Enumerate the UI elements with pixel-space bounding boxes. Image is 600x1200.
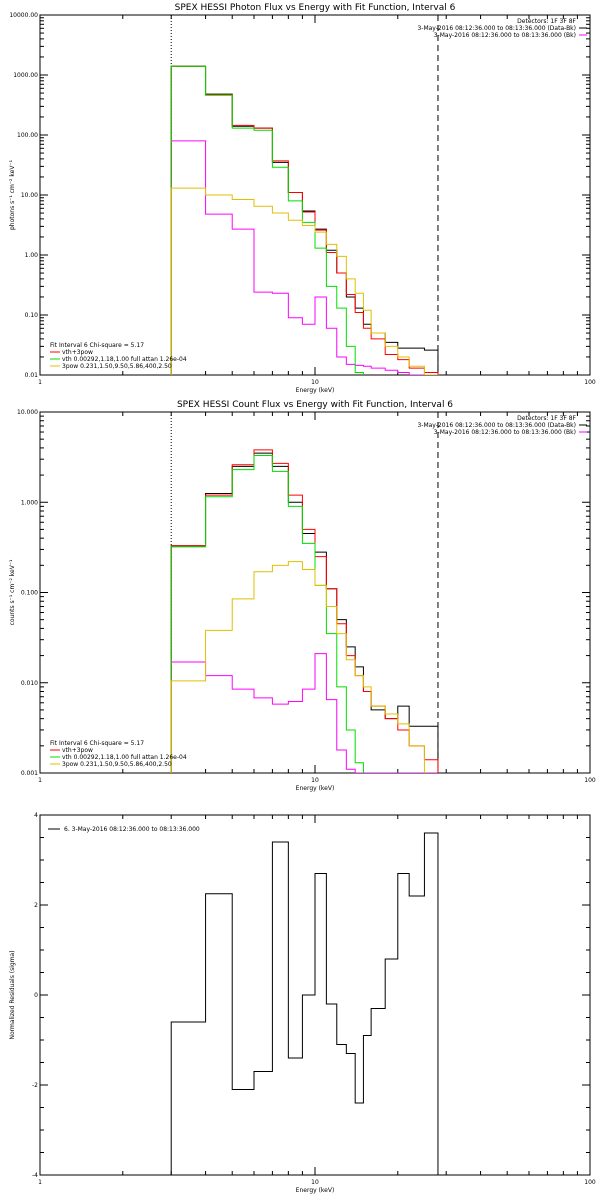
x-tick-label: 1 (38, 777, 42, 784)
chart-title: SPEX HESSI Photon Flux vs Energy with Fi… (175, 3, 456, 13)
x-axis-label: Energy (keV) (296, 387, 335, 394)
legend-top-right-entry: 3-May-2016 08:12:36.000 to 08:13:36.000 … (417, 25, 576, 32)
legend-bottom-left-entry: Fit Interval 6 Chi-square = 5.17 (50, 740, 144, 747)
series-line-1 (170, 452, 439, 773)
series-line-3 (170, 65, 439, 375)
legend-bottom-left-entry: vth+3pow (62, 747, 93, 754)
chart-panel-3: 1 10 100 -4 -2 0 2 4 Energy (keV) Normalized Resi… (9, 812, 596, 1194)
series-line-5 (170, 561, 425, 773)
legend-bottom-left-entry: vth 0.00292,1.18,1.00 full attan 1.26e-0… (62, 754, 187, 761)
x-tick-label: 100 (584, 1179, 596, 1186)
legend-top-right-entry: Detectors: 1F 3F 8F (517, 415, 576, 422)
x-tick-label: 1 (38, 1179, 42, 1186)
x-axis-label: Energy (keV) (296, 785, 335, 792)
x-tick-label: 10 (311, 379, 319, 386)
legend-top-left-entry: 6. 3-May-2016 08:12:36.000 to 08:13:36.0… (64, 826, 200, 833)
x-tick-label: 10 (311, 777, 319, 784)
y-tick-label: 10.00 (21, 192, 38, 199)
y-tick-label: 0.01 (25, 372, 39, 379)
legend-bottom-left-entry: vth+3pow (62, 349, 93, 356)
y-tick-label: 0.010 (21, 680, 38, 687)
y-tick-label: -2 (32, 1082, 38, 1089)
legend-top-right-entry: 3-May-2016 08:12:36.000 to 08:13:36.000 … (434, 32, 576, 39)
plot-frame (39, 411, 591, 774)
y-tick-label: 2 (34, 902, 38, 909)
series-line-3 (170, 449, 439, 773)
chart-title: SPEX HESSI Count Flux vs Energy with Fit… (177, 400, 453, 410)
y-tick-label: 10.000 (17, 409, 38, 416)
series-line-4 (170, 454, 364, 773)
series-line-1 (170, 832, 439, 1175)
legend-bottom-left-entry: 3pow 0.231,1.50,9.50,5.86,400,2.50 (62, 363, 172, 370)
y-tick-label: 0.10 (25, 312, 39, 319)
y-tick-label: 1.00 (25, 252, 39, 259)
legend-top-right-entry: 3-May-2016 08:12:36.000 to 08:13:36.000 … (434, 429, 576, 436)
y-tick-label: 0.100 (21, 590, 38, 597)
x-tick-label: 100 (584, 777, 596, 784)
series-line-5 (170, 187, 439, 375)
y-tick-label: 0 (34, 992, 38, 999)
legend-top-right-entry: 3-May-2016 08:12:36.000 to 08:13:36.000 … (417, 422, 576, 429)
x-axis-label: Energy (keV) (296, 1187, 335, 1194)
y-axis-label: photons s⁻¹ cm⁻² keV⁻¹ (9, 159, 16, 230)
y-tick-label: 0.001 (21, 770, 38, 777)
series-line-1 (170, 65, 439, 375)
y-tick-label: 4 (34, 812, 38, 819)
chart-panel-1: SPEX HESSI Photon Flux vs Energy with Fi… (9, 3, 596, 394)
x-tick-label: 100 (584, 379, 596, 386)
series-line-2 (170, 140, 425, 375)
legend-bottom-left-entry: Fit Interval 6 Chi-square = 5.17 (50, 342, 144, 349)
series-line-2 (170, 653, 439, 773)
x-tick-label: 10 (311, 1179, 319, 1186)
legend-top-right-entry: Detectors: 1F 3F 8F (517, 18, 576, 25)
y-tick-label: 1000.00 (13, 72, 38, 79)
chart-panel-2: SPEX HESSI Count Flux vs Energy with Fit… (9, 400, 596, 792)
y-tick-label: 10000.00 (9, 12, 38, 19)
y-axis-label: Normalized Residuals (sigma) (9, 950, 16, 1039)
legend-bottom-left-entry: 3pow 0.231,1.50,9.50,5.86,400,2.50 (62, 761, 172, 768)
x-tick-label: 1 (38, 379, 42, 386)
y-tick-label: 100.00 (17, 132, 38, 139)
y-tick-label: -4 (32, 1172, 38, 1179)
series-line-4 (170, 65, 364, 375)
y-axis-label: counts s⁻¹ cm⁻² keV⁻¹ (9, 559, 16, 625)
legend-bottom-left-entry: vth 0.00292,1.18,1.00 full attan 1.26e-0… (62, 356, 187, 363)
y-tick-label: 1.000 (21, 499, 38, 506)
